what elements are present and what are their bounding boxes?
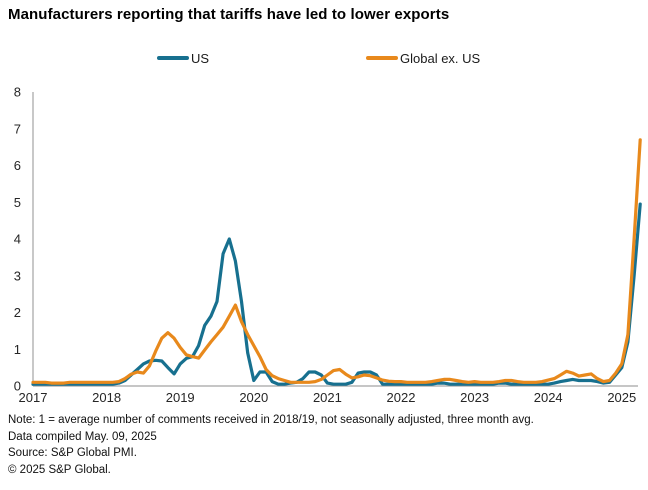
x-axis-tick-label: 2021 [313,390,342,405]
y-axis-tick-label: 2 [14,305,21,320]
legend-label-us: US [191,50,210,66]
y-axis-tick-label: 4 [14,232,21,247]
us-line-swatch [157,55,189,61]
x-axis-tick-label: 2018 [92,390,121,405]
x-axis-tick-label: 2025 [607,390,636,405]
y-axis-tick-label: 6 [14,158,21,173]
footnote-note: Note: 1 = average number of comments rec… [8,414,534,426]
x-axis-tick-label: 2022 [387,390,416,405]
chart-footnotes: Note: 1 = average number of comments rec… [8,412,534,478]
footnote-copyright: © 2025 S&P Global. [8,463,111,476]
legend-item-global-ex-us: Global ex. US [366,50,481,66]
footnote-source: Source: S&P Global PMI. [8,447,137,459]
y-axis-tick-label: 8 [14,85,21,100]
y-axis-tick-label: 5 [14,195,21,210]
x-axis-tick-label: 2017 [19,390,48,405]
global-ex-us-line-swatch [366,55,398,61]
y-axis-tick-label: 0 [14,379,21,394]
chart-title: Manufacturers reporting that tariffs hav… [8,6,450,23]
y-axis-tick-label: 7 [14,121,21,136]
x-axis-tick-label: 2019 [166,390,195,405]
x-axis-tick-label: 2024 [534,390,563,405]
y-axis-tick-label: 3 [14,268,21,283]
footnote-data-compiled: Data compiled May. 09, 2025 [8,430,157,443]
y-axis-tick-label: 1 [14,342,21,357]
us-series-line [31,202,642,386]
legend-label-global-ex-us: Global ex. US [400,50,481,66]
x-axis-tick-label: 2020 [239,390,268,405]
x-axis-tick-label: 2023 [460,390,489,405]
global-ex-us-series-line [31,138,642,385]
legend-item-us: US [157,50,210,66]
